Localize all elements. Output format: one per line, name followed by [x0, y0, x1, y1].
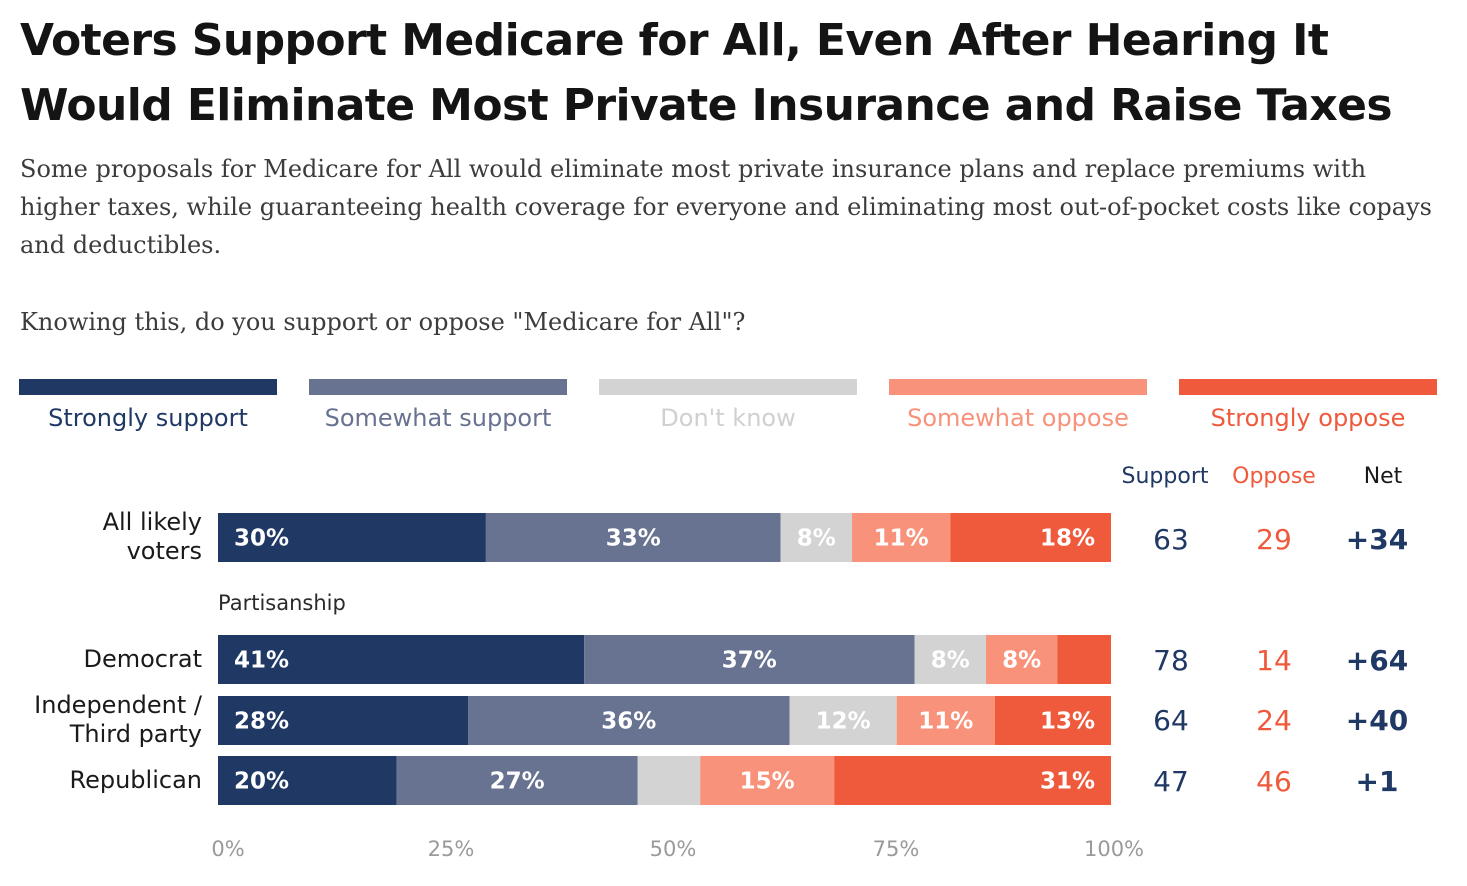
- bar-value-label: 8%: [931, 648, 970, 674]
- bar-value-label: 31%: [1040, 769, 1095, 795]
- x-tick-label: 100%: [1083, 837, 1145, 861]
- bar-value-label: 28%: [234, 709, 289, 735]
- legend-label-dont-know: Don't know: [660, 404, 796, 432]
- oppose-value: 46: [1256, 765, 1292, 798]
- bar-segment-somewhat-oppose: [985, 635, 1058, 684]
- net-value: +34: [1345, 523, 1409, 556]
- bar-segment-strongly-oppose: [834, 756, 1111, 805]
- legend-item-dont-know: Don't know: [599, 379, 857, 433]
- bar-value-label: 36%: [601, 709, 656, 735]
- net-value: +64: [1345, 644, 1409, 677]
- legend-label-somewhat-support: Somewhat support: [324, 404, 552, 432]
- bar-value-label: 27%: [490, 769, 545, 795]
- legend-swatch-somewhat-support: [309, 379, 567, 395]
- oppose-value: 14: [1256, 644, 1292, 677]
- bar-segment-dont-know: [789, 696, 897, 745]
- section-label-partisanship: Partisanship: [218, 591, 346, 615]
- net-value: +1: [1355, 765, 1399, 798]
- row-label-line: Third party: [69, 720, 202, 748]
- row-label-line: voters: [126, 537, 202, 565]
- bar-segment-somewhat-support: [396, 756, 638, 805]
- column-header-net: Net: [1363, 464, 1403, 489]
- bar-segment-dont-know: [780, 513, 853, 562]
- bar-segment-somewhat-support: [468, 696, 790, 745]
- legend-item-strongly-support: Strongly support: [19, 379, 277, 433]
- row-label-democrat: Democrat: [0, 645, 203, 674]
- bar-value-label: 12%: [816, 709, 871, 735]
- bar-segment-strongly-support: [218, 635, 585, 684]
- bar-segment-strongly-oppose: [994, 696, 1111, 745]
- x-tick-label: 50%: [649, 837, 697, 861]
- row-label-independent: Independent / Third party: [0, 691, 202, 749]
- legend-item-somewhat-oppose: Somewhat oppose: [889, 379, 1147, 433]
- legend-swatch-strongly-oppose: [1179, 379, 1437, 395]
- oppose-value: 24: [1256, 704, 1292, 737]
- bar-value-label: 30%: [234, 526, 289, 552]
- chart-subtitle: Some proposals for Medicare for All woul…: [20, 155, 1432, 259]
- bar-value-label: 18%: [1040, 526, 1095, 552]
- column-header-oppose: Oppose: [1232, 464, 1316, 489]
- bar-value-label: 41%: [234, 648, 289, 674]
- bar-segment-somewhat-oppose: [896, 696, 995, 745]
- legend-label-strongly-support: Strongly support: [48, 404, 248, 432]
- row-label-all-likely-voters: All likely voters: [0, 508, 202, 566]
- bar-value-label: 33%: [606, 526, 661, 552]
- net-value: +40: [1345, 704, 1409, 737]
- support-value: 78: [1153, 644, 1189, 677]
- row-label-line: Republican: [69, 766, 203, 794]
- row-label-republican: Republican: [0, 766, 203, 795]
- bar-segment-strongly-oppose: [1057, 635, 1111, 684]
- row-label-line: All likely: [102, 508, 202, 536]
- column-header-support: Support: [1121, 464, 1209, 489]
- bar-segment-somewhat-oppose: [700, 756, 835, 805]
- support-value: 47: [1153, 765, 1189, 798]
- bar-segment-strongly-support: [218, 513, 486, 562]
- bar-value-label: 8%: [797, 526, 836, 552]
- bar-value-label: 8%: [1002, 648, 1041, 674]
- bar-segment-somewhat-support: [584, 635, 915, 684]
- legend-label-somewhat-oppose: Somewhat oppose: [907, 404, 1129, 432]
- x-tick-label: 25%: [427, 837, 475, 861]
- bar-value-label: 13%: [1040, 709, 1095, 735]
- survey-question: Knowing this, do you support or oppose "…: [20, 308, 746, 336]
- legend-item-somewhat-support: Somewhat support: [309, 379, 567, 433]
- bar-value-label: 37%: [722, 648, 777, 674]
- bar-value-label: 20%: [234, 769, 289, 795]
- row-label-line: Independent /: [34, 691, 202, 719]
- bar-segment-strongly-support: [218, 696, 469, 745]
- bar-segment-strongly-oppose: [950, 513, 1111, 562]
- bar-segment-dont-know: [914, 635, 986, 684]
- legend-swatch-strongly-support: [19, 379, 277, 395]
- legend-label-strongly-oppose: Strongly oppose: [1210, 404, 1406, 432]
- x-tick-label: 75%: [872, 837, 920, 861]
- row-label-line: Democrat: [83, 645, 203, 673]
- bar-segment-strongly-support: [218, 756, 397, 805]
- legend-item-strongly-oppose: Strongly oppose: [1179, 379, 1437, 433]
- bar-segment-somewhat-oppose: [852, 513, 951, 562]
- bar-segment-dont-know: [637, 756, 701, 805]
- x-tick-label: 0%: [211, 837, 245, 861]
- bar-value-label: 11%: [874, 526, 929, 552]
- bar-value-label: 15%: [740, 769, 795, 795]
- bar-segment-somewhat-support: [485, 513, 781, 562]
- support-value: 64: [1153, 704, 1189, 737]
- legend-swatch-somewhat-oppose: [889, 379, 1147, 395]
- chart-title: Voters Support Medicare for All, Even Af…: [20, 15, 1393, 131]
- support-value: 63: [1153, 523, 1189, 556]
- oppose-value: 29: [1256, 523, 1292, 556]
- legend-swatch-dont-know: [599, 379, 857, 395]
- bar-value-label: 11%: [918, 709, 973, 735]
